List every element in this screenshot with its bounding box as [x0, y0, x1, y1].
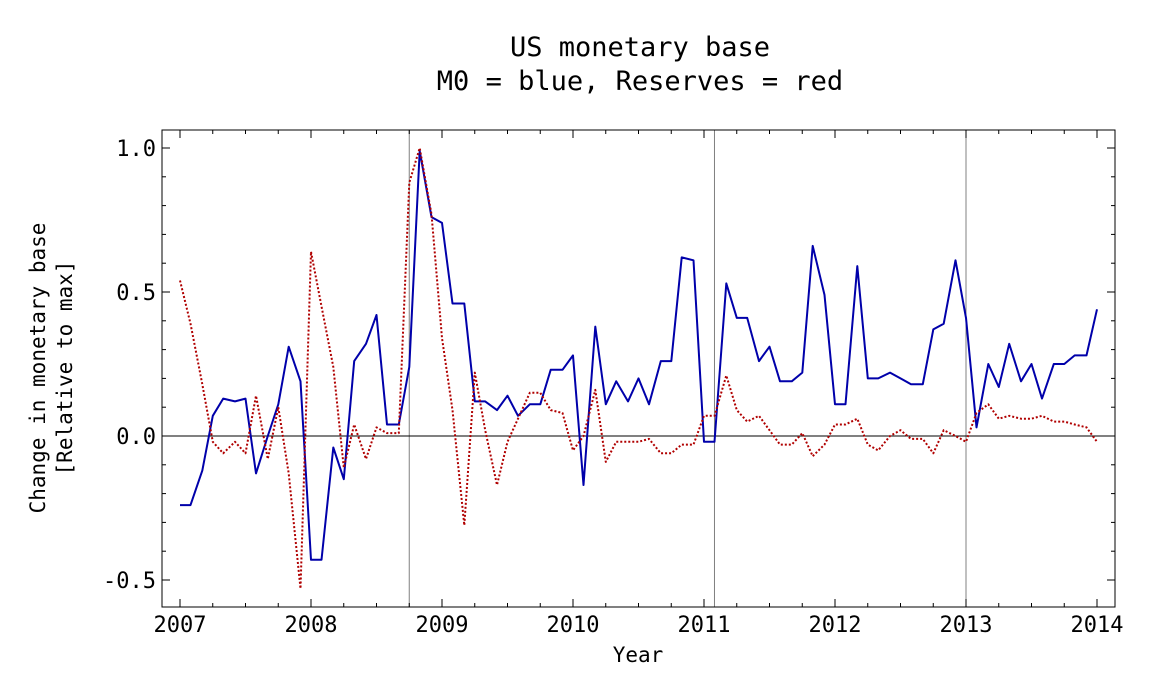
x-tick-label: 2010: [547, 613, 600, 638]
x-tick-label: 2007: [154, 613, 207, 638]
chart-title: US monetary base: [510, 32, 770, 63]
x-tick-label: 2013: [940, 613, 993, 638]
y-axis-label-secondary: [Relative to max]: [53, 261, 77, 476]
reserves-series-line: [179, 147, 1098, 590]
x-axis-label: Year: [613, 643, 664, 667]
y-tick-label: -0.5: [103, 569, 156, 594]
x-tick-label: 2009: [416, 613, 469, 638]
m0-series-line: [180, 149, 1098, 561]
y-tick-label: 1.0: [116, 137, 156, 162]
x-tick-label: 2011: [678, 613, 731, 638]
y-axis-label: Change in monetary base: [26, 223, 50, 514]
y-tick-label: 0.0: [116, 425, 156, 450]
x-tick-label: 2008: [285, 613, 338, 638]
x-tick-label: 2014: [1071, 613, 1124, 638]
y-tick-label: 0.5: [116, 281, 156, 306]
x-tick-label: 2012: [809, 613, 862, 638]
plot-frame: [161, 129, 1116, 608]
plot-area: -0.5 0.0 0.5 1.0 2007 2008 2009 2010 2011 2012 201…: [103, 130, 1123, 638]
chart-subtitle: M0 = blue, Reserves = red: [437, 66, 843, 97]
